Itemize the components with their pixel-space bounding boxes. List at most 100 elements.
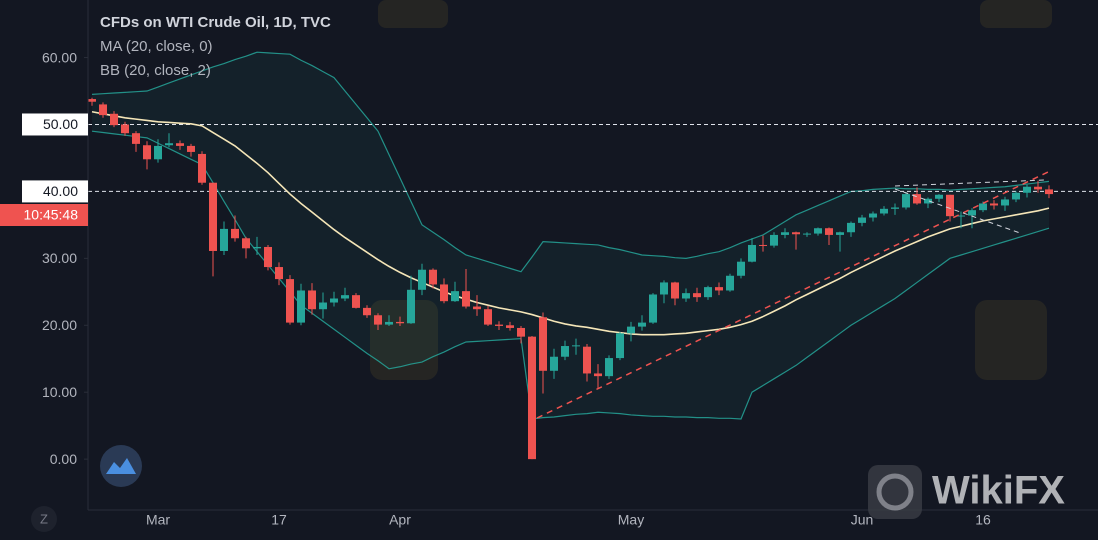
candle-body: [396, 321, 404, 324]
candle-body: [1001, 199, 1009, 206]
candle-body: [913, 194, 921, 204]
candle-body: [638, 322, 646, 327]
candle-body: [726, 275, 734, 291]
candle-body: [594, 373, 602, 377]
candle-body: [385, 321, 393, 325]
candle-body: [132, 133, 140, 144]
x-tick-label: 17: [271, 512, 287, 528]
candle-body: [1012, 192, 1020, 200]
candle-body: [990, 203, 998, 206]
trend-line: [894, 179, 1046, 187]
candle-body: [341, 295, 349, 299]
candle-body: [946, 194, 954, 217]
legend-entry: MA (20, close, 0): [100, 38, 213, 55]
candle-body: [352, 295, 360, 308]
candle-body: [572, 345, 580, 347]
logo-button[interactable]: [100, 445, 142, 487]
logo-bg: [370, 300, 438, 380]
candle-body: [737, 261, 745, 276]
candle-body: [715, 287, 723, 291]
candle-body: [605, 358, 613, 377]
bb-lower: [91, 130, 1050, 420]
candle-body: [407, 289, 415, 324]
button-circle[interactable]: [31, 506, 57, 532]
candle-body: [220, 228, 228, 251]
candle-body: [803, 233, 811, 235]
candle-body: [484, 309, 492, 325]
candle-body: [286, 279, 294, 323]
candle-body: [264, 246, 272, 268]
timezone-button[interactable]: Z: [31, 506, 57, 532]
candle-body: [99, 104, 107, 116]
candle-body: [583, 346, 591, 374]
candle-body: [319, 302, 327, 310]
candle-body: [231, 228, 239, 239]
candle-body: [847, 222, 855, 233]
candle-body: [209, 182, 217, 251]
candle-body: [649, 294, 657, 323]
candle-body: [704, 287, 712, 298]
candle-body: [1034, 186, 1042, 190]
logo-circle[interactable]: [100, 445, 142, 487]
candle-body: [253, 246, 261, 249]
candle-body: [1023, 186, 1031, 193]
candle-body: [825, 228, 833, 235]
hline-label-box: [22, 113, 88, 136]
watermark-text: WikiFX: [932, 469, 1065, 513]
legend-entry: BB (20, close, 2): [100, 62, 211, 79]
candle-body: [440, 284, 448, 302]
y-tick-label: 30.00: [42, 250, 77, 266]
candle-body: [979, 203, 987, 211]
watermark-logos: [370, 0, 1052, 380]
candle-body: [363, 307, 371, 316]
logo-icon: [106, 458, 136, 474]
x-tick-label: Apr: [389, 512, 411, 528]
wikifx-watermark: WikiFX: [868, 465, 1065, 519]
candle-body: [924, 198, 932, 204]
candle-body: [495, 324, 503, 326]
candle-body: [770, 234, 778, 246]
candle-body: [242, 238, 250, 249]
candle-body: [297, 290, 305, 323]
candle-body: [616, 333, 624, 359]
y-tick-label: 10.00: [42, 384, 77, 400]
candle-body: [561, 346, 569, 357]
candle-body: [451, 291, 459, 302]
candle-body: [869, 213, 877, 218]
candle-body: [539, 317, 547, 371]
candle-body: [110, 113, 118, 126]
x-tick-label: 16: [975, 512, 991, 528]
candle-body: [682, 293, 690, 299]
countdown: 10:45:48: [24, 207, 79, 223]
candle-body: [374, 315, 382, 325]
candle-body: [880, 208, 888, 214]
candle-body: [275, 267, 283, 280]
x-tick-label: Jun: [851, 512, 874, 528]
watermark-logo-mark: [876, 473, 914, 511]
candle-body: [517, 327, 525, 337]
button-label[interactable]: Z: [40, 511, 48, 526]
hline-label: 50.00: [43, 116, 78, 132]
candle-body: [693, 293, 701, 298]
candle-body: [814, 228, 822, 234]
candle-body: [627, 326, 635, 334]
logo-bg: [980, 0, 1052, 28]
candle-body: [902, 194, 910, 208]
candle-body: [935, 194, 943, 199]
y-tick-label: 0.00: [50, 451, 77, 467]
watermark-logo: [868, 465, 922, 519]
chart-title: CFDs on WTI Crude Oil, 1D, TVC: [100, 14, 331, 31]
candle-body: [88, 99, 96, 102]
x-tick-label: May: [618, 512, 644, 528]
candle-body: [429, 269, 437, 285]
logo-bg: [378, 0, 448, 28]
candle-body: [836, 232, 844, 235]
candle-body: [781, 232, 789, 235]
trend-line: [894, 188, 1021, 234]
candle-body: [1045, 189, 1053, 195]
candle-body: [957, 215, 965, 217]
candle-body: [748, 244, 756, 262]
candle-body: [506, 325, 514, 328]
candle-body: [473, 306, 481, 310]
